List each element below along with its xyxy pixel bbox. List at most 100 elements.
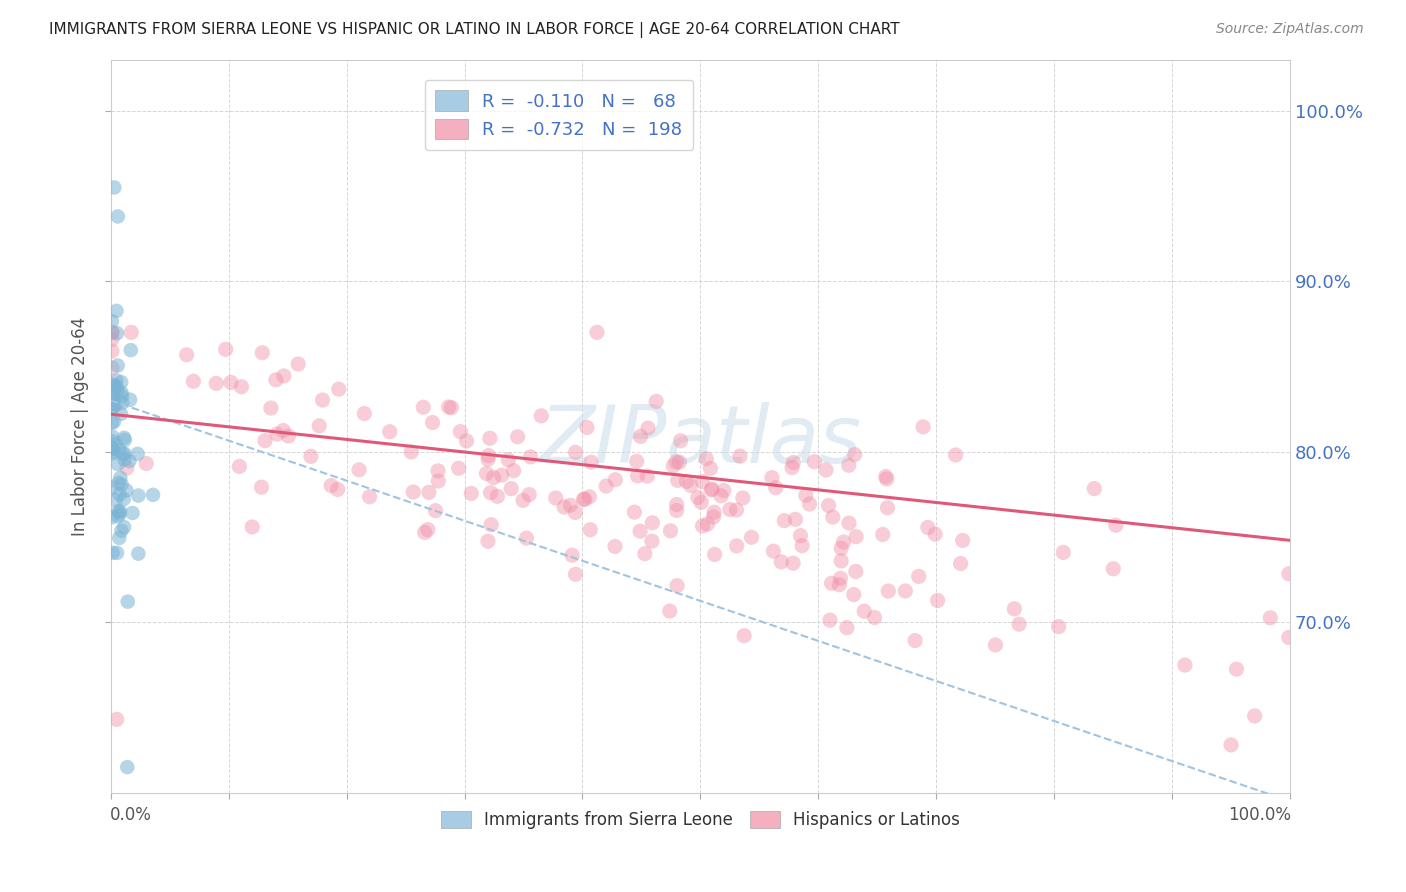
Point <box>984 638 1007 652</box>
Point <box>713 483 735 498</box>
Point <box>574 492 596 507</box>
Point <box>101 441 124 455</box>
Point <box>637 421 659 435</box>
Point <box>412 401 434 415</box>
Text: ZIPatlas: ZIPatlas <box>540 401 862 480</box>
Point <box>101 326 124 340</box>
Point <box>101 389 124 403</box>
Point <box>924 527 946 541</box>
Point <box>842 588 865 602</box>
Point <box>111 396 134 410</box>
Point <box>107 475 129 490</box>
Point <box>479 517 502 532</box>
Point <box>299 450 322 464</box>
Point <box>277 429 299 443</box>
Point <box>101 445 124 459</box>
Point <box>252 345 274 359</box>
Point <box>762 544 785 558</box>
Point <box>820 576 842 591</box>
Point <box>564 506 586 520</box>
Point <box>110 471 132 485</box>
Point <box>578 490 600 504</box>
Point <box>104 379 127 393</box>
Point <box>103 392 125 407</box>
Point <box>605 473 627 487</box>
Point <box>120 343 142 358</box>
Text: IMMIGRANTS FROM SIERRA LEONE VS HISPANIC OR LATINO IN LABOR FORCE | AGE 20-64 CO: IMMIGRANTS FROM SIERRA LEONE VS HISPANIC… <box>49 22 900 38</box>
Point <box>845 565 868 579</box>
Point <box>1225 662 1247 676</box>
Point <box>782 455 804 469</box>
Point <box>666 473 689 487</box>
Point <box>626 454 648 468</box>
Point <box>112 431 135 445</box>
Point <box>103 389 125 403</box>
Point <box>120 326 142 340</box>
Point <box>477 452 499 467</box>
Point <box>817 499 839 513</box>
Point <box>101 326 124 340</box>
Point <box>645 394 668 409</box>
Point <box>101 546 124 560</box>
Point <box>101 481 124 495</box>
Point <box>101 446 124 460</box>
Point <box>135 457 157 471</box>
Point <box>564 567 586 582</box>
Point <box>665 455 688 469</box>
Point <box>814 463 837 477</box>
Point <box>1220 738 1243 752</box>
Point <box>733 629 755 643</box>
Point <box>828 578 851 592</box>
Point <box>770 555 793 569</box>
Point <box>183 374 205 388</box>
Text: 0.0%: 0.0% <box>110 806 152 824</box>
Point <box>107 210 129 224</box>
Point <box>785 512 807 526</box>
Point <box>107 384 129 399</box>
Point <box>501 482 523 496</box>
Point <box>425 503 447 517</box>
Point <box>818 613 841 627</box>
Point <box>101 360 124 375</box>
Point <box>486 489 509 503</box>
Point <box>830 554 852 568</box>
Point <box>1243 709 1265 723</box>
Point <box>399 445 422 459</box>
Point <box>287 357 309 371</box>
Text: Source: ZipAtlas.com: Source: ZipAtlas.com <box>1216 22 1364 37</box>
Point <box>104 381 127 395</box>
Point <box>114 452 136 467</box>
Point <box>413 525 436 540</box>
Point <box>912 419 935 434</box>
Point <box>668 455 690 469</box>
Point <box>553 500 575 514</box>
Point <box>108 487 131 501</box>
Point <box>876 500 898 515</box>
Point <box>904 633 927 648</box>
Point <box>835 621 858 635</box>
Point <box>103 180 125 194</box>
Point <box>117 594 139 608</box>
Point <box>111 389 134 403</box>
Legend: Immigrants from Sierra Leone, Hispanics or Latinos: Immigrants from Sierra Leone, Hispanics … <box>434 804 966 836</box>
Point <box>101 314 124 328</box>
Point <box>108 504 131 518</box>
Point <box>107 509 129 524</box>
Point <box>844 448 866 462</box>
Point <box>101 434 124 449</box>
Point <box>114 433 136 447</box>
Point <box>686 491 709 505</box>
Point <box>636 469 658 483</box>
Point <box>240 520 263 534</box>
Point <box>427 474 450 488</box>
Point <box>927 593 949 607</box>
Point <box>479 485 502 500</box>
Point <box>561 548 583 562</box>
Point <box>702 510 724 524</box>
Point <box>1008 617 1031 632</box>
Point <box>228 459 250 474</box>
Point <box>205 376 228 391</box>
Point <box>718 502 741 516</box>
Point <box>544 491 567 505</box>
Point <box>700 482 723 496</box>
